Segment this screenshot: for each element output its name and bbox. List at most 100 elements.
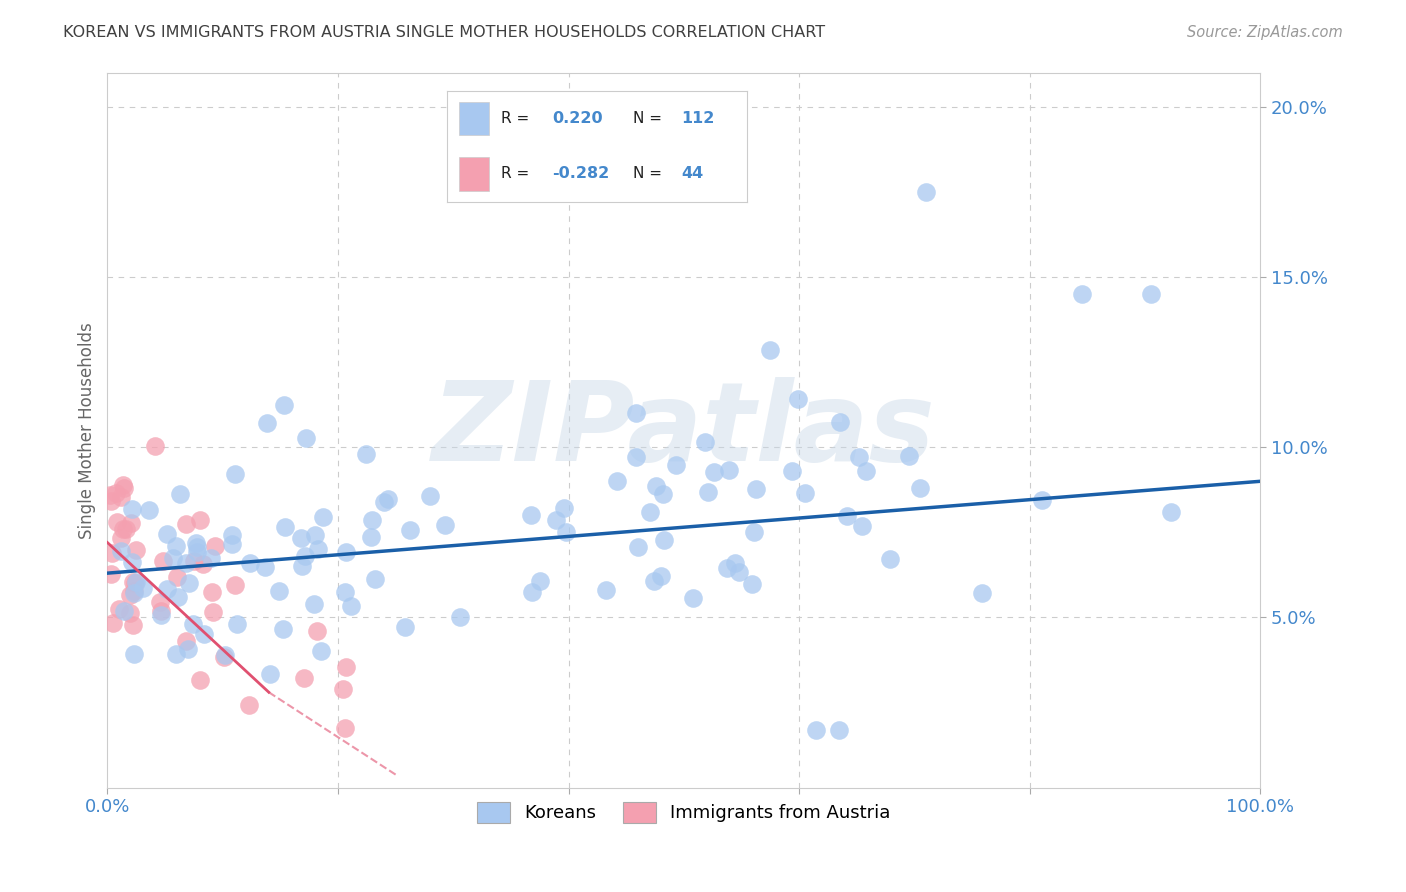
- Point: [191, 557, 214, 571]
- Point: [238, 556, 260, 570]
- Point: [290, 532, 312, 546]
- Point: [188, 673, 211, 687]
- Point: [716, 561, 738, 575]
- Point: [221, 528, 243, 542]
- Point: [162, 551, 184, 566]
- Point: [122, 586, 145, 600]
- Point: [105, 516, 128, 530]
- Point: [120, 516, 142, 530]
- Point: [274, 519, 297, 533]
- Point: [879, 552, 901, 566]
- Point: [176, 642, 198, 657]
- Point: [177, 576, 200, 591]
- Point: [149, 595, 172, 609]
- Point: [643, 574, 665, 588]
- Point: [167, 590, 190, 604]
- Point: [449, 610, 471, 624]
- Text: KOREAN VS IMMIGRANTS FROM AUSTRIA SINGLE MOTHER HOUSEHOLDS CORRELATION CHART: KOREAN VS IMMIGRANTS FROM AUSTRIA SINGLE…: [63, 25, 825, 40]
- Point: [295, 431, 318, 445]
- Point: [112, 604, 135, 618]
- Point: [188, 513, 211, 527]
- Point: [214, 648, 236, 663]
- Legend: Koreans, Immigrants from Austria: Koreans, Immigrants from Austria: [470, 795, 898, 830]
- Point: [149, 604, 172, 618]
- Point: [253, 560, 276, 574]
- Point: [837, 508, 859, 523]
- Point: [742, 524, 765, 539]
- Point: [309, 644, 332, 658]
- Point: [1139, 287, 1161, 301]
- Point: [186, 540, 208, 554]
- Point: [354, 447, 377, 461]
- Point: [782, 465, 804, 479]
- Point: [394, 620, 416, 634]
- Point: [553, 501, 575, 516]
- Point: [121, 501, 143, 516]
- Point: [717, 462, 740, 476]
- Point: [98, 488, 121, 502]
- Point: [626, 406, 648, 420]
- Point: [152, 554, 174, 568]
- Point: [156, 582, 179, 596]
- Point: [665, 458, 688, 473]
- Point: [111, 522, 134, 536]
- Point: [221, 537, 243, 551]
- Point: [108, 601, 131, 615]
- Point: [110, 531, 132, 545]
- Point: [115, 522, 138, 536]
- Point: [291, 559, 314, 574]
- Point: [120, 588, 142, 602]
- Point: [224, 577, 246, 591]
- Point: [122, 648, 145, 662]
- Point: [165, 647, 187, 661]
- Point: [132, 581, 155, 595]
- Text: Source: ZipAtlas.com: Source: ZipAtlas.com: [1187, 25, 1343, 40]
- Point: [124, 576, 146, 591]
- Point: [256, 416, 278, 430]
- Point: [122, 584, 145, 599]
- Point: [332, 682, 354, 697]
- Point: [150, 607, 173, 622]
- Point: [855, 464, 877, 478]
- Point: [718, 185, 741, 199]
- Point: [101, 546, 124, 560]
- Point: [259, 667, 281, 681]
- Point: [143, 439, 166, 453]
- Point: [645, 479, 668, 493]
- Point: [176, 517, 198, 532]
- Point: [703, 465, 725, 479]
- Point: [193, 626, 215, 640]
- Point: [165, 539, 187, 553]
- Point: [271, 622, 294, 636]
- Point: [292, 671, 315, 685]
- Point: [399, 524, 422, 538]
- Point: [787, 392, 810, 406]
- Point: [1070, 287, 1092, 301]
- Point: [110, 543, 132, 558]
- Point: [851, 519, 873, 533]
- Point: [121, 555, 143, 569]
- Point: [100, 493, 122, 508]
- Point: [118, 606, 141, 620]
- Point: [333, 722, 356, 736]
- Point: [724, 557, 747, 571]
- Point: [121, 575, 143, 590]
- Point: [269, 583, 291, 598]
- Point: [138, 503, 160, 517]
- Point: [651, 486, 673, 500]
- Point: [169, 487, 191, 501]
- Point: [125, 574, 148, 589]
- Point: [650, 568, 672, 582]
- Point: [360, 531, 382, 545]
- Point: [970, 586, 993, 600]
- Point: [335, 660, 357, 674]
- Point: [225, 617, 247, 632]
- Point: [183, 554, 205, 568]
- Point: [105, 486, 128, 500]
- Point: [727, 565, 749, 579]
- Point: [828, 416, 851, 430]
- Point: [112, 481, 135, 495]
- Point: [373, 494, 395, 508]
- Point: [156, 526, 179, 541]
- Point: [201, 585, 224, 599]
